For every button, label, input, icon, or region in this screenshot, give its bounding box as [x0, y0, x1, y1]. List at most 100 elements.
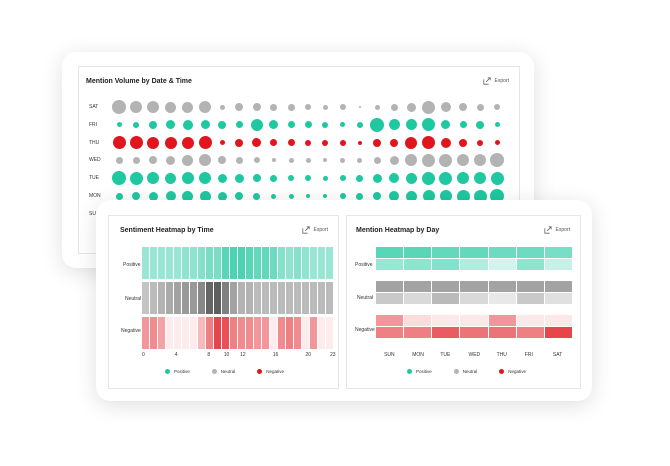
- heatmap-cell[interactable]: [432, 281, 460, 292]
- bubble-point[interactable]: [340, 157, 346, 163]
- heatmap-cell[interactable]: [238, 282, 245, 314]
- bubble-point[interactable]: [306, 194, 311, 198]
- heatmap-cell[interactable]: [516, 247, 544, 258]
- heatmap-cell[interactable]: [278, 317, 285, 349]
- heatmap-cell[interactable]: [432, 259, 460, 270]
- heatmap-cell[interactable]: [182, 317, 189, 349]
- bubble-point[interactable]: [370, 117, 384, 132]
- heatmap-cell[interactable]: [376, 327, 404, 338]
- heatmap-cell[interactable]: [222, 247, 229, 279]
- heatmap-cell[interactable]: [404, 315, 432, 326]
- bubble-point[interactable]: [147, 172, 160, 185]
- heatmap-cell[interactable]: [286, 282, 293, 314]
- heatmap-cell[interactable]: [142, 317, 149, 349]
- heatmap-cell[interactable]: [544, 247, 572, 258]
- heatmap-cell[interactable]: [206, 247, 213, 279]
- bubble-point[interactable]: [165, 101, 177, 113]
- heatmap-cell[interactable]: [158, 247, 165, 279]
- heatmap-cell[interactable]: [254, 247, 261, 279]
- bubble-point[interactable]: [477, 139, 484, 146]
- heatmap-cell[interactable]: [318, 247, 325, 279]
- bubble-point[interactable]: [494, 122, 500, 128]
- bubble-point[interactable]: [112, 100, 126, 114]
- heatmap-cell[interactable]: [270, 247, 277, 279]
- bubble-point[interactable]: [287, 139, 295, 147]
- bubble-point[interactable]: [149, 156, 158, 165]
- bubble-point[interactable]: [219, 140, 225, 146]
- heatmap-cell[interactable]: [278, 282, 285, 314]
- heatmap-cell[interactable]: [404, 281, 432, 292]
- bubble-point[interactable]: [305, 139, 312, 146]
- heatmap-cell[interactable]: [318, 317, 325, 349]
- bubble-point[interactable]: [358, 106, 361, 108]
- heatmap-cell[interactable]: [158, 282, 165, 314]
- heatmap-cell[interactable]: [544, 259, 572, 270]
- heatmap-cell[interactable]: [310, 247, 317, 279]
- heatmap-cell[interactable]: [488, 315, 516, 326]
- bubble-point[interactable]: [305, 104, 312, 110]
- bubble-point[interactable]: [357, 140, 362, 145]
- heatmap-cell[interactable]: [302, 317, 309, 349]
- heatmap-cell[interactable]: [404, 247, 432, 258]
- bubble-point[interactable]: [422, 136, 436, 150]
- bubble-point[interactable]: [115, 192, 123, 200]
- heatmap-cell[interactable]: [460, 281, 488, 292]
- bubble-point[interactable]: [476, 103, 484, 111]
- bubble-point[interactable]: [129, 171, 143, 185]
- heatmap-cell[interactable]: [516, 281, 544, 292]
- bubble-point[interactable]: [422, 100, 436, 114]
- heatmap-cell[interactable]: [516, 327, 544, 338]
- heatmap-cell[interactable]: [206, 282, 213, 314]
- heatmap-cell[interactable]: [214, 247, 221, 279]
- bubble-point[interactable]: [490, 189, 505, 203]
- bubble-point[interactable]: [287, 121, 295, 129]
- bubble-point[interactable]: [439, 153, 453, 167]
- heatmap-cell[interactable]: [286, 317, 293, 349]
- bubble-point[interactable]: [490, 171, 504, 185]
- bubble-point[interactable]: [357, 157, 363, 163]
- heatmap-cell[interactable]: [432, 293, 460, 304]
- bubble-point[interactable]: [132, 192, 141, 200]
- bubble-point[interactable]: [339, 104, 346, 110]
- bubble-point[interactable]: [253, 157, 260, 164]
- heatmap-cell[interactable]: [432, 247, 460, 258]
- bubble-point[interactable]: [389, 173, 400, 184]
- heatmap-cell[interactable]: [230, 317, 237, 349]
- heatmap-cell[interactable]: [376, 247, 404, 258]
- bubble-point[interactable]: [422, 118, 436, 132]
- bubble-point[interactable]: [235, 103, 244, 111]
- heatmap-cell[interactable]: [544, 281, 572, 292]
- bubble-point[interactable]: [149, 120, 158, 129]
- heatmap-cell[interactable]: [190, 317, 197, 349]
- heatmap-cell[interactable]: [246, 282, 253, 314]
- bubble-point[interactable]: [476, 120, 485, 129]
- bubble-point[interactable]: [147, 101, 160, 113]
- bubble-point[interactable]: [165, 191, 176, 201]
- heatmap-cell[interactable]: [254, 282, 261, 314]
- bubble-point[interactable]: [441, 120, 451, 130]
- bubble-point[interactable]: [405, 190, 417, 202]
- bubble-point[interactable]: [148, 191, 158, 201]
- heatmap-cell[interactable]: [460, 327, 488, 338]
- bubble-point[interactable]: [235, 121, 243, 129]
- heatmap-cell[interactable]: [310, 317, 317, 349]
- bubble-point[interactable]: [406, 102, 416, 112]
- heatmap-cell[interactable]: [294, 317, 301, 349]
- bubble-point[interactable]: [405, 119, 417, 131]
- heatmap-cell[interactable]: [190, 247, 197, 279]
- bubble-point[interactable]: [372, 173, 382, 183]
- bubble-point[interactable]: [130, 101, 143, 113]
- bubble-point[interactable]: [405, 172, 417, 184]
- bubble-point[interactable]: [182, 119, 193, 130]
- bubble-point[interactable]: [270, 174, 278, 182]
- mention-volume-export-button[interactable]: Export: [482, 77, 509, 85]
- heatmap-cell[interactable]: [174, 282, 181, 314]
- heatmap-cell[interactable]: [142, 282, 149, 314]
- bubble-point[interactable]: [253, 192, 261, 200]
- heatmap-cell[interactable]: [516, 315, 544, 326]
- heatmap-cell[interactable]: [544, 315, 572, 326]
- bubble-point[interactable]: [457, 154, 469, 167]
- heatmap-cell[interactable]: [376, 259, 404, 270]
- bubble-point[interactable]: [322, 104, 328, 110]
- bubble-point[interactable]: [115, 156, 123, 164]
